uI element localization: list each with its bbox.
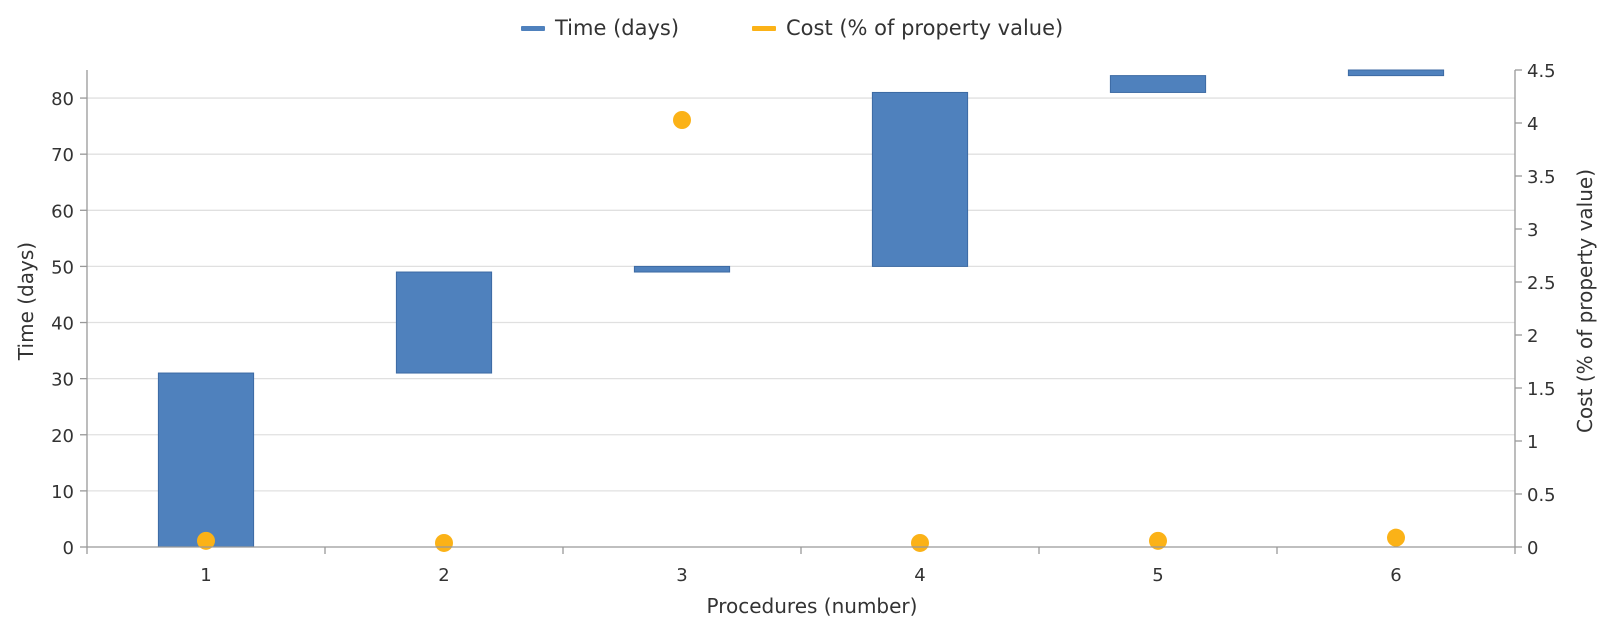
right-tick-label: 2.5 (1527, 273, 1556, 294)
left-tick-label: 80 (51, 89, 74, 110)
x-tick-label: 1 (200, 565, 211, 586)
left-tick-label: 10 (51, 482, 74, 503)
cost-point[interactable] (673, 111, 691, 129)
right-tick-label: 1 (1527, 432, 1538, 453)
right-tick-label: 2 (1527, 326, 1538, 347)
right-tick-label: 4 (1527, 114, 1538, 135)
right-axis-title: Cost (% of property value) (1573, 169, 1597, 433)
time-bar[interactable] (157, 372, 255, 548)
right-tick-label: 3 (1527, 220, 1538, 241)
gridlines (87, 97, 1515, 492)
legend-swatch-time (521, 25, 545, 31)
time-bar[interactable] (395, 271, 493, 374)
x-tick-label: 5 (1152, 565, 1163, 586)
x-tick-label: 3 (676, 565, 687, 586)
cost-point[interactable] (1149, 531, 1167, 550)
left-tick-label: 70 (51, 145, 74, 166)
time-bar[interactable] (1109, 75, 1207, 93)
time-bar[interactable] (871, 91, 969, 267)
x-tick-label: 2 (438, 565, 449, 586)
legend-swatch-cost (752, 25, 776, 31)
left-axis-title: Time (days) (14, 242, 38, 361)
right-tick-label: 0 (1527, 538, 1538, 559)
cost-point[interactable] (435, 533, 453, 552)
cost-point[interactable] (1387, 528, 1405, 547)
legend-label-time: Time (days) (555, 16, 680, 40)
cost-point[interactable] (911, 533, 929, 552)
left-tick-label: 20 (51, 426, 74, 447)
x-axis-title: Procedures (number) (707, 594, 918, 618)
x-tick-label: 4 (914, 565, 925, 586)
left-tick-label: 0 (63, 538, 74, 559)
left-tick-label: 30 (51, 370, 74, 391)
cost-point[interactable] (197, 531, 215, 550)
axes: 0 10 20 30 40 50 60 70 80 0 0.5 1 1.5 2 2.5 3 3.5 4 4.5 1 2 3… (51, 61, 1556, 586)
cost-points (197, 111, 1405, 552)
left-tick-label: 50 (51, 257, 74, 278)
time-bar[interactable] (633, 265, 731, 273)
left-tick-label: 40 (51, 314, 74, 335)
time-bars (157, 69, 1445, 548)
chart-legend: Time (days) Cost (% of property value) (0, 16, 1605, 46)
right-tick-label: 0.5 (1527, 485, 1556, 506)
legend-label-cost: Cost (% of property value) (786, 16, 1064, 40)
legend-item-time[interactable]: Time (days) (521, 16, 679, 40)
right-tick-label: 3.5 (1527, 167, 1556, 188)
x-tick-label: 6 (1390, 565, 1401, 586)
time-bar[interactable] (1347, 69, 1445, 77)
left-tick-label: 60 (51, 201, 74, 222)
right-tick-label: 1.5 (1527, 379, 1556, 400)
legend-item-cost[interactable]: Cost (% of property value) (752, 16, 1063, 40)
right-tick-label: 4.5 (1527, 61, 1556, 82)
